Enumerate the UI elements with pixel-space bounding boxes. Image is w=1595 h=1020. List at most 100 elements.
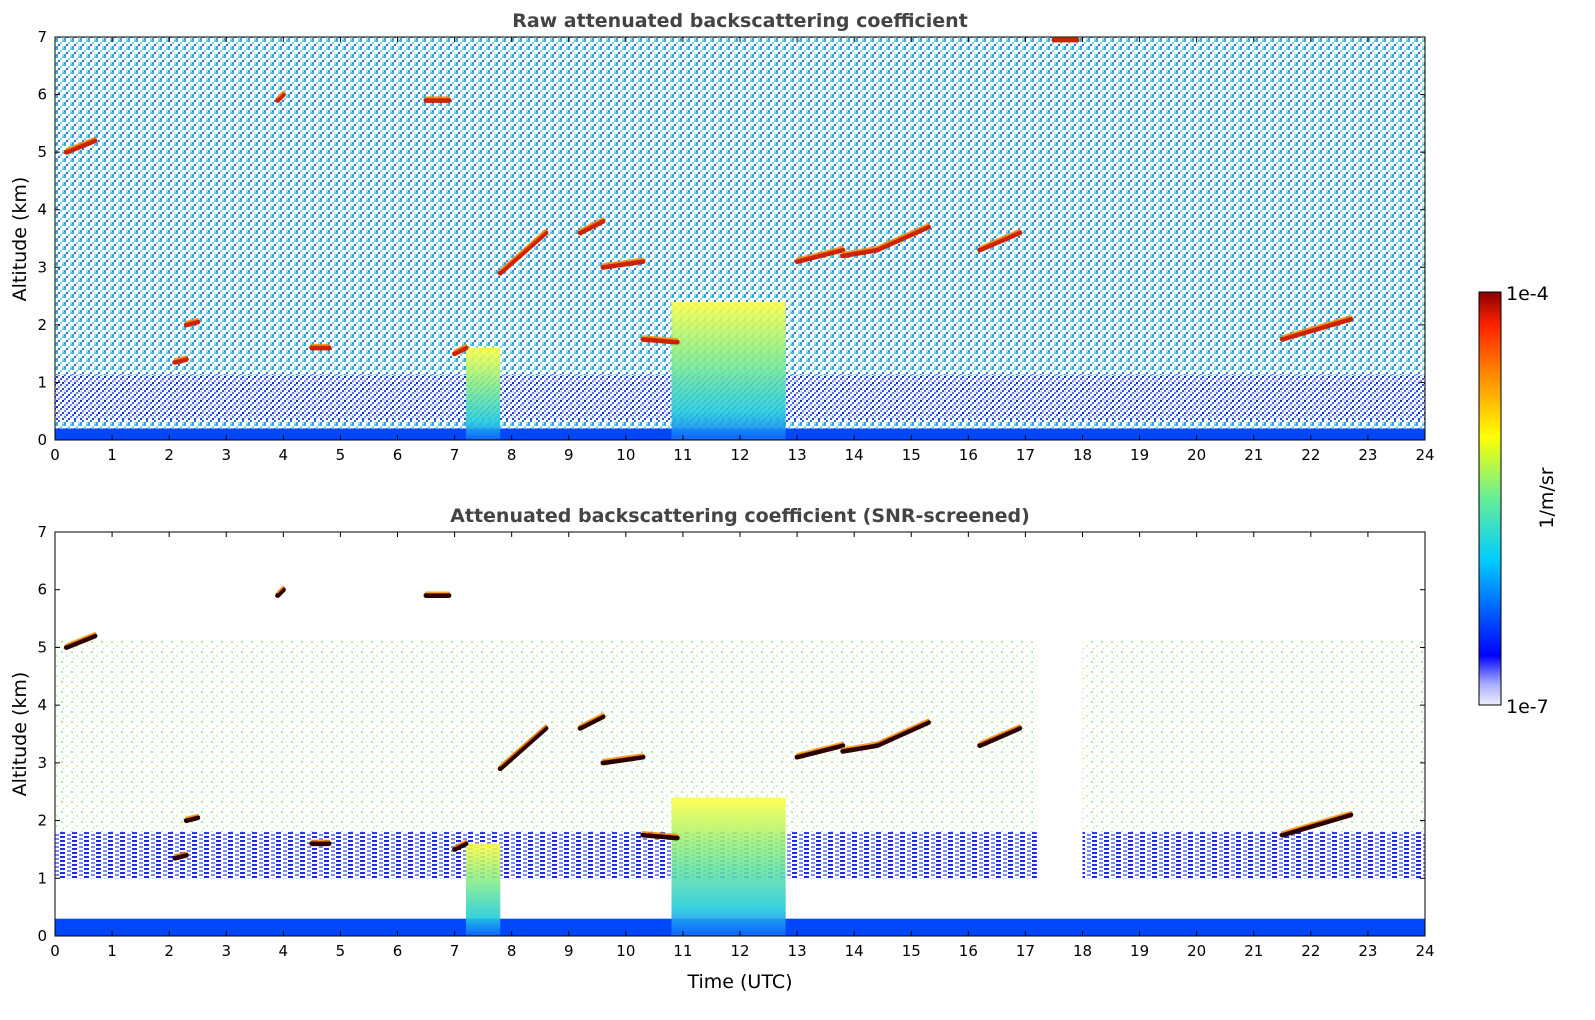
cloud-segment [1279,812,1354,838]
cloud-segment [452,841,469,852]
panel-screened: Attenuated backscattering coefficient (S… [9,505,1435,993]
y-tick-label: 6 [37,581,47,599]
x-tick-label: 18 [1073,446,1092,464]
cloud-segment-edge [65,631,96,646]
cloud-segment-edge [453,343,467,352]
cloud-segment-edge [876,718,930,744]
layer-precipitation [466,843,501,936]
cloud-segment-edge [173,355,188,361]
layer-precipitation [466,347,501,440]
y-tick-label: 3 [37,754,47,772]
cloud-segment-edge [841,741,878,750]
cloud-segment [794,247,846,265]
cloud-segment [874,224,931,253]
panel-title-raw: Raw attenuated backscattering coefficien… [512,10,968,32]
cloud-segment-edge [978,724,1021,744]
cloud-segment-edge [173,851,188,857]
x-tick-label: 7 [450,942,460,960]
x-tick-label: 13 [788,446,807,464]
x-tick-label: 16 [959,942,978,960]
cloud-segment-edge [876,222,930,249]
xlabel-screened: Time (UTC) [686,971,792,993]
x-tick-label: 3 [221,446,231,464]
cloud-segment-edge [1281,810,1352,833]
y-tick-label: 0 [37,431,47,449]
y-tick-label: 6 [37,86,47,104]
x-tick-label: 17 [1016,942,1035,960]
cloud-segment-edge [453,839,467,848]
x-tick-label: 14 [845,446,864,464]
x-tick-label: 6 [393,942,403,960]
cloud-segment-edge [641,335,679,341]
x-tick-label: 20 [1187,446,1206,464]
y-tick-label: 7 [37,523,47,541]
x-tick-label: 9 [564,942,574,960]
x-tick-label: 23 [1358,446,1377,464]
cloud-segment [600,259,646,270]
cloud-segment [794,743,846,760]
x-tick-label: 22 [1301,446,1320,464]
x-tick-label: 17 [1016,446,1035,464]
cloud-segment-edge [185,813,199,819]
panel-title-screened: Attenuated backscattering coefficient (S… [450,505,1030,527]
x-tick-label: 3 [221,942,231,960]
x-tick-label: 16 [959,446,978,464]
cloud-segment-edge [796,741,844,756]
y-tick-label: 4 [37,696,47,714]
x-tick-label: 14 [845,942,864,960]
cloud-segment [977,230,1023,253]
x-tick-label: 23 [1358,942,1377,960]
cloud-segment [577,218,606,236]
colorbar-max-label: 1e-4 [1506,283,1549,305]
cloud-segment [640,832,680,841]
x-tick-label: 22 [1301,942,1320,960]
cloud-segment-edge [841,246,878,254]
y-tick-label: 2 [37,316,47,334]
cloud-segment [874,719,931,749]
cloud-segment-edge [499,228,547,272]
layer-precipitation [671,301,786,440]
x-tick-label: 10 [616,446,635,464]
colorbar-unit-label: 1/m/sr [1536,467,1558,528]
panel-raw: Raw attenuated backscattering coefficien… [9,10,1435,464]
x-tick-label: 4 [279,446,289,464]
x-tick-label: 12 [730,942,749,960]
cloud-segment-edge [276,90,285,99]
x-tick-label: 5 [336,942,346,960]
colorbar: 1e-4 1e-7 1/m/sr [1478,283,1558,718]
colorbar-min-label: 1e-7 [1506,696,1549,718]
y-tick-label: 5 [37,143,47,161]
x-tick-label: 1 [107,446,117,464]
y-tick-label: 1 [37,869,47,887]
x-tick-label: 11 [673,446,692,464]
y-tick-label: 0 [37,927,47,945]
x-tick-label: 21 [1244,942,1263,960]
cloud-segment-edge [1281,315,1352,338]
y-tick-label: 2 [37,812,47,830]
x-tick-label: 13 [788,942,807,960]
cloud-segment-edge [65,136,96,151]
cloud-segment [63,633,98,650]
x-tick-label: 19 [1130,942,1149,960]
x-tick-label: 2 [164,446,174,464]
layer-precipitation [671,797,786,936]
x-tick-label: 0 [50,942,60,960]
y-tick-label: 3 [37,258,47,276]
x-tick-label: 21 [1244,446,1263,464]
heatmap-screened [55,532,1425,936]
cloud-segment [183,319,201,328]
y-tick-label: 1 [37,373,47,391]
cloud-segment [640,336,680,345]
x-tick-label: 6 [393,446,403,464]
cloud-segment-edge [796,246,844,260]
y-tick-label: 4 [37,201,47,219]
x-tick-label: 10 [616,942,635,960]
x-tick-label: 15 [902,942,921,960]
cloud-segment [275,92,286,103]
x-tick-label: 11 [673,942,692,960]
y-tick-label: 5 [37,638,47,656]
x-tick-label: 18 [1073,942,1092,960]
cloud-segment [977,725,1023,749]
cloud-segment [275,587,286,598]
cloud-segment-edge [579,712,604,727]
